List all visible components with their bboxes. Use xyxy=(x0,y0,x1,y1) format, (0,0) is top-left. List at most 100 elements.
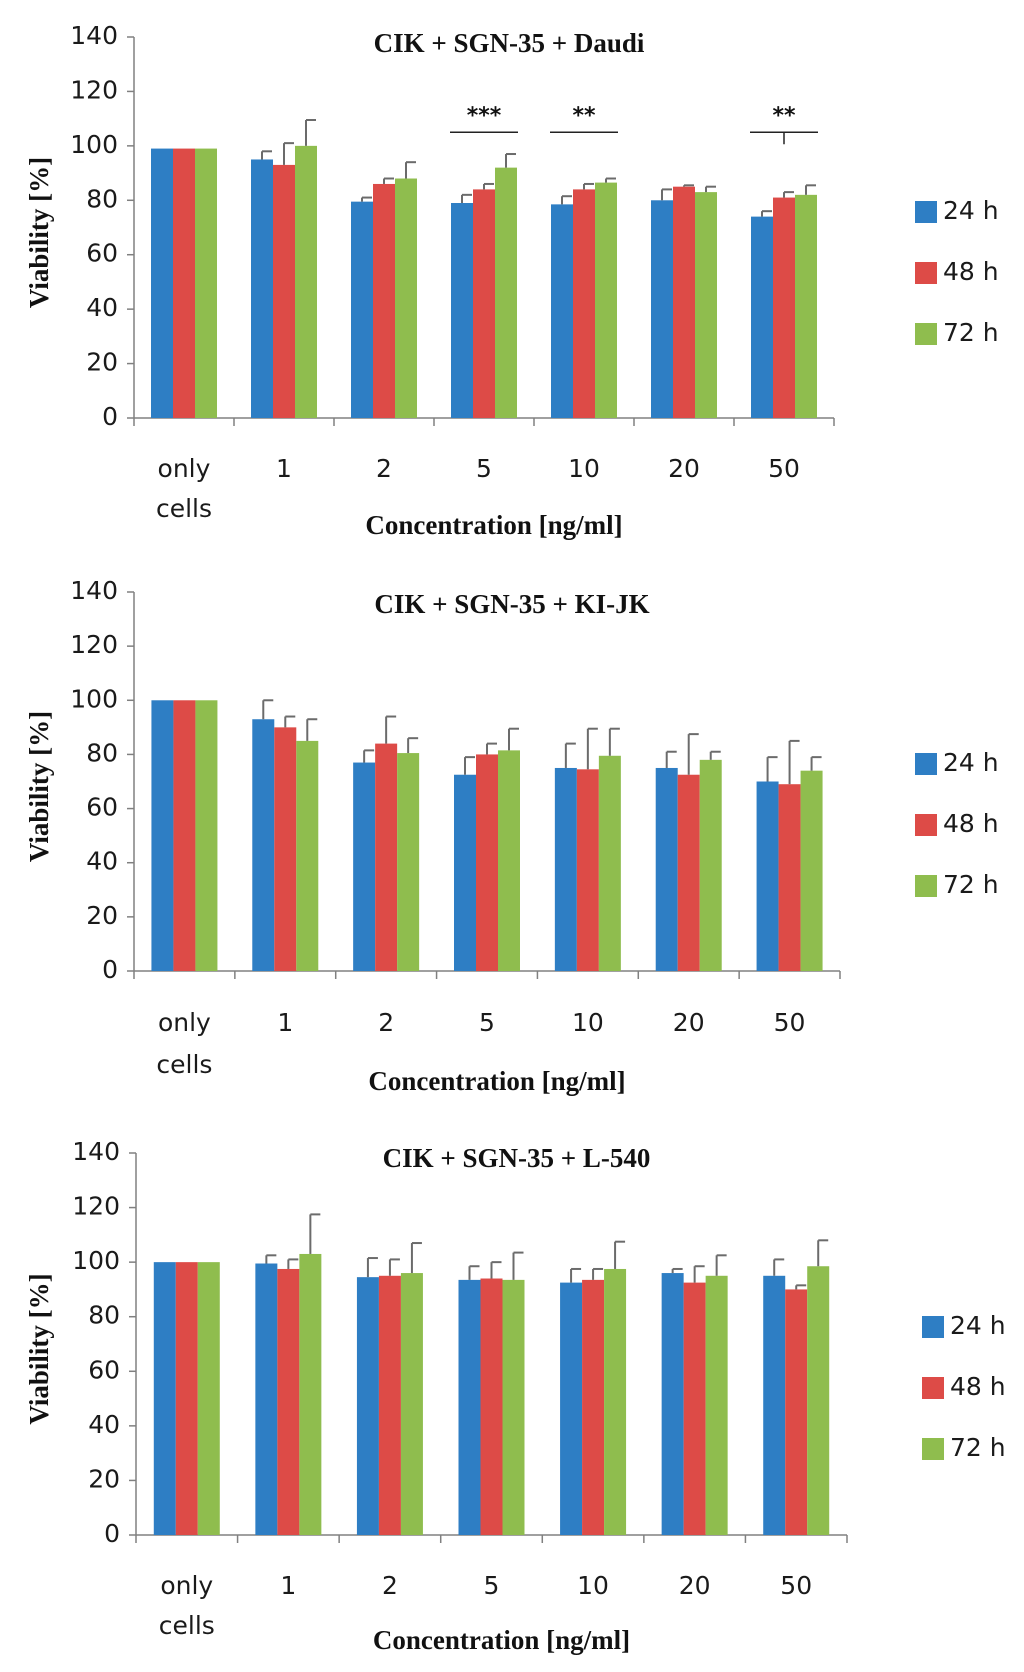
legend-swatch-24h xyxy=(915,201,937,223)
bar-24h-cat-3 xyxy=(351,201,373,418)
significance-label: ** xyxy=(772,103,796,128)
bar-72h-cat-7 xyxy=(807,1266,830,1535)
y-tick-label: 80 xyxy=(86,184,118,213)
x-tick-label: 5 xyxy=(476,454,492,483)
x-tick-label: 20 xyxy=(668,454,700,483)
bar-48h-cat-7 xyxy=(778,784,801,971)
legend-swatch-24h xyxy=(922,1316,944,1338)
significance-label: *** xyxy=(467,103,502,128)
y-tick-label: 60 xyxy=(86,793,118,822)
bar-48h-cat-2 xyxy=(273,164,295,418)
bar-72h-cat-7 xyxy=(800,770,823,971)
significance-label: ** xyxy=(572,103,596,128)
y-tick-label: 60 xyxy=(86,239,118,268)
bar-48h-cat-4 xyxy=(480,1278,503,1535)
chart-title: CIK + SGN-35 + L-540 xyxy=(383,1143,651,1173)
bar-48h-cat-4 xyxy=(476,754,498,971)
bar-24h-cat-5 xyxy=(551,204,573,418)
bar-48h-cat-6 xyxy=(673,186,695,418)
y-tick-label: 60 xyxy=(88,1355,120,1384)
bar-24h-cat-4 xyxy=(454,774,476,971)
bar-72h-cat-6 xyxy=(695,192,717,418)
bar-72h-cat-5 xyxy=(604,1268,627,1535)
legend-label: 48 h xyxy=(943,809,999,838)
y-tick-label: 0 xyxy=(104,1519,120,1548)
y-tick-label: 120 xyxy=(70,630,118,659)
x-axis-title: Concentration [ng/ml] xyxy=(368,1066,625,1096)
y-tick-label: 80 xyxy=(88,1301,120,1330)
x-tick-label-line2: cells xyxy=(156,1050,212,1079)
bar-72h-cat-4 xyxy=(502,1279,525,1535)
legend-label: 72 h xyxy=(943,870,999,899)
y-tick-label: 20 xyxy=(88,1464,120,1493)
legend-swatch-72h xyxy=(915,323,937,345)
legend-label: 48 h xyxy=(943,257,999,286)
bar-48h-cat-2 xyxy=(277,1268,300,1535)
x-tick-label: 1 xyxy=(277,1008,293,1037)
chart-title: CIK + SGN-35 + Daudi xyxy=(374,28,645,58)
y-tick-label: 20 xyxy=(86,901,118,930)
chart-panel-1: CIK + SGN-35 + Daudi020406080100120140on… xyxy=(24,21,998,540)
x-tick-label-line2: cells xyxy=(156,494,212,523)
y-axis-title: Viability [%] xyxy=(24,1273,54,1424)
legend-label: 24 h xyxy=(943,196,999,225)
legend-swatch-48h xyxy=(915,262,937,284)
legend-label: 48 h xyxy=(950,1372,1006,1401)
legend-swatch-48h xyxy=(922,1377,944,1399)
bar-24h-cat-7 xyxy=(751,216,773,418)
y-tick-label: 40 xyxy=(86,293,118,322)
y-tick-label: 40 xyxy=(86,847,118,876)
bar-48h-cat-1 xyxy=(175,1262,198,1535)
x-axis-title: Concentration [ng/ml] xyxy=(373,1625,630,1655)
bar-48h-cat-5 xyxy=(582,1279,605,1535)
bar-48h-cat-6 xyxy=(677,774,700,971)
bar-24h-cat-6 xyxy=(651,200,673,418)
x-tick-label: 20 xyxy=(679,1571,711,1600)
bar-24h-cat-4 xyxy=(451,203,473,418)
bar-72h-cat-1 xyxy=(195,148,217,419)
legend-swatch-24h xyxy=(915,753,937,775)
y-tick-label: 140 xyxy=(70,576,118,605)
x-tick-label: 20 xyxy=(673,1008,705,1037)
bar-72h-cat-2 xyxy=(296,740,319,971)
bar-72h-cat-4 xyxy=(495,167,517,418)
y-tick-label: 0 xyxy=(102,955,118,984)
x-tick-label-line2: cells xyxy=(159,1611,215,1640)
bar-72h-cat-7 xyxy=(795,194,817,418)
y-tick-label: 100 xyxy=(70,684,118,713)
bar-24h-cat-3 xyxy=(353,762,376,971)
legend-label: 72 h xyxy=(943,318,999,347)
bar-48h-cat-2 xyxy=(274,727,297,971)
y-tick-label: 20 xyxy=(86,348,118,377)
y-tick-label: 120 xyxy=(72,1192,120,1221)
bar-24h-cat-6 xyxy=(661,1273,684,1535)
legend-swatch-72h xyxy=(922,1438,944,1460)
bar-24h-cat-1 xyxy=(151,700,174,971)
bar-24h-cat-1 xyxy=(153,1262,176,1535)
x-tick-label: 5 xyxy=(479,1008,495,1037)
legend-label: 24 h xyxy=(950,1311,1006,1340)
x-tick-label: 50 xyxy=(780,1571,812,1600)
bar-48h-cat-6 xyxy=(683,1282,706,1535)
y-tick-label: 140 xyxy=(72,1137,120,1166)
bar-24h-cat-2 xyxy=(255,1263,278,1535)
bar-48h-cat-3 xyxy=(375,743,398,971)
y-axis-title: Viability [%] xyxy=(24,711,54,862)
x-axis-title: Concentration [ng/ml] xyxy=(365,510,622,540)
bar-24h-cat-6 xyxy=(655,767,678,971)
x-tick-label: 10 xyxy=(568,454,600,483)
y-tick-label: 40 xyxy=(88,1410,120,1439)
y-tick-label: 100 xyxy=(70,130,118,159)
bar-72h-cat-5 xyxy=(595,182,617,418)
x-tick-label: 10 xyxy=(572,1008,604,1037)
y-tick-label: 0 xyxy=(102,402,118,431)
bar-48h-cat-5 xyxy=(573,189,595,418)
bar-72h-cat-3 xyxy=(395,178,417,418)
bar-72h-cat-3 xyxy=(397,753,420,971)
bar-48h-cat-3 xyxy=(373,183,395,418)
bar-48h-cat-3 xyxy=(378,1275,401,1535)
bar-72h-cat-2 xyxy=(299,1253,322,1535)
bar-72h-cat-1 xyxy=(197,1262,220,1535)
legend-swatch-72h xyxy=(915,875,937,897)
bar-24h-cat-1 xyxy=(151,148,173,419)
